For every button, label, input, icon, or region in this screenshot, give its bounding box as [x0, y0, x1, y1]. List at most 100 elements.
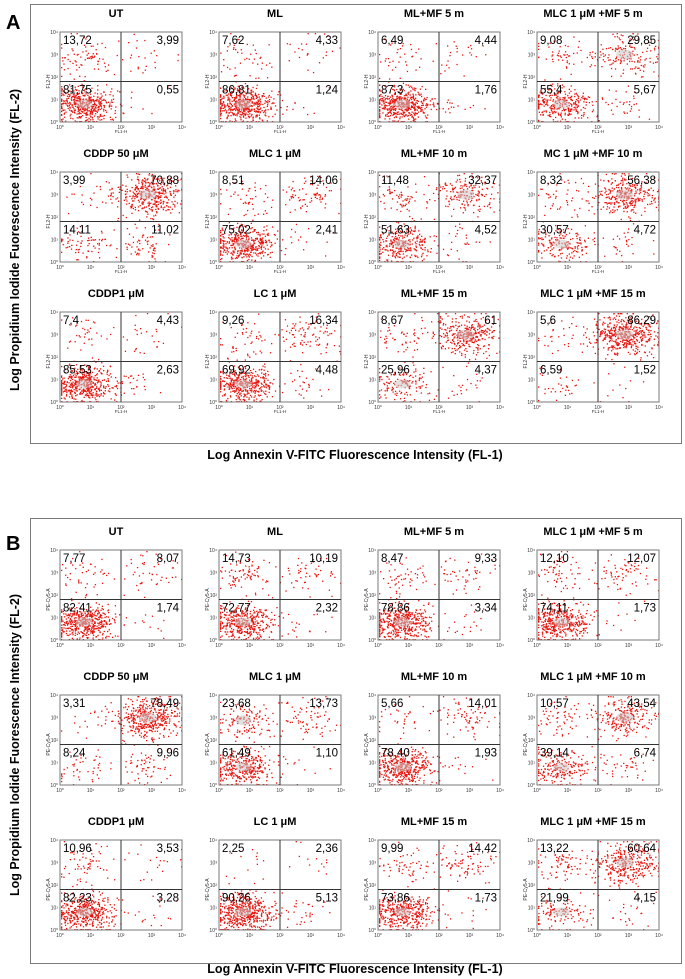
y-tick-label: 10⁴	[527, 170, 535, 176]
x-tick-label: 10⁰	[215, 933, 223, 939]
x-tick-label: 10²	[276, 788, 284, 794]
flow-plot: CDDP1 μM 10⁰ 10⁰ 10¹ 10¹ 10² 10² 10³ 10³ 10⁴ 10⁴ PE…	[40, 816, 192, 941]
x-tick-label: 10⁰	[56, 125, 64, 131]
population-lower-left	[61, 749, 112, 786]
y-tick-label: 10¹	[528, 616, 536, 622]
population-upper-right	[432, 842, 501, 884]
population-lower-right	[437, 354, 483, 403]
y-tick-label: 10⁰	[527, 120, 535, 126]
channel-x-label: FL1-H	[274, 129, 287, 133]
y-tick-label: 10⁴	[368, 170, 376, 176]
x-tick-label: 10⁴	[496, 933, 504, 939]
flow-plot: MLC 1 μM +MF 15 m 10⁰ 10⁰ 10¹ 10¹ 10² 10² 10³ 10…	[517, 288, 669, 413]
x-tick-label: 10²	[435, 788, 443, 794]
y-tick-label: 10¹	[528, 238, 536, 244]
x-tick-label: 10¹	[405, 643, 413, 649]
x-tick-label: 10⁴	[337, 125, 345, 131]
population-lower-left	[220, 352, 284, 403]
y-tick-label: 10³	[369, 716, 377, 722]
event-dots	[220, 33, 341, 123]
quadrant-value-lower-left: 8,24	[63, 748, 86, 760]
plot-title: ML	[267, 8, 283, 20]
quadrant-value-lower-left: 75,02	[222, 225, 251, 237]
population-upper-left	[380, 313, 426, 358]
quadrant-value-lower-right: 3,34	[475, 603, 498, 615]
x-tick-label: 10³	[625, 265, 633, 271]
y-tick-label: 10⁴	[209, 548, 217, 554]
x-tick-label: 10⁴	[337, 405, 345, 411]
quadrant-value-upper-right: 70,88	[150, 175, 179, 187]
x-tick-label: 10⁴	[655, 933, 663, 939]
panel-b-frame	[30, 518, 682, 964]
population-lower-right	[593, 602, 636, 631]
x-tick-label: 10²	[117, 265, 125, 271]
x-tick-label: 10¹	[246, 933, 254, 939]
event-dots	[61, 551, 183, 641]
y-tick-label: 10⁰	[527, 928, 535, 934]
x-tick-label: 10⁴	[496, 405, 504, 411]
event-dots	[379, 553, 501, 641]
y-tick-label: 10²	[210, 883, 218, 889]
population-lower-left	[538, 735, 608, 786]
population-upper-left	[61, 705, 108, 739]
y-tick-label: 10³	[369, 861, 377, 867]
y-tick-label: 10⁴	[368, 310, 376, 316]
quadrant-value-upper-left: 8,51	[222, 175, 244, 187]
population-upper-right	[123, 551, 183, 598]
y-tick-label: 10²	[369, 215, 377, 221]
y-tick-label: 10¹	[51, 761, 59, 767]
y-tick-label: 10²	[528, 355, 536, 361]
quadrant-value-upper-right: 8,07	[157, 553, 179, 565]
x-tick-label: 10¹	[564, 643, 572, 649]
x-tick-label: 10¹	[246, 265, 254, 271]
y-tick-label: 10⁴	[368, 693, 376, 699]
x-tick-label: 10²	[117, 125, 125, 131]
quadrant-value-upper-left: 6,49	[381, 35, 403, 47]
flow-plot: ML+MF 15 m 10⁰ 10⁰ 10¹ 10¹ 10² 10² 10³ 10³ 10⁴ 10⁴…	[358, 816, 510, 941]
plot-title: CDDP 50 μM	[83, 671, 149, 683]
x-tick-label: 10⁴	[337, 265, 345, 271]
channel-x-label: FL1-H	[115, 129, 128, 133]
y-tick-label: 10⁴	[50, 30, 58, 36]
quadrant-value-lower-right: 1,74	[157, 603, 180, 615]
quadrant-value-lower-left: 78,86	[381, 603, 410, 615]
event-dots	[379, 173, 501, 263]
x-tick-label: 10²	[435, 265, 443, 271]
channel-x-label: FL1-H	[115, 409, 128, 413]
channel-y-label: PE-Cy5-A	[364, 733, 370, 756]
y-tick-label: 10²	[528, 215, 536, 221]
plot-title: MLC 1 μM	[249, 671, 301, 683]
x-tick-label: 10²	[594, 265, 602, 271]
y-tick-label: 10¹	[528, 378, 536, 384]
y-tick-label: 10²	[210, 593, 218, 599]
population-lower-right	[134, 614, 165, 639]
population-upper-right	[432, 41, 487, 77]
quadrant-value-upper-left: 7,77	[63, 553, 85, 565]
plot-title: ML+MF 5 m	[403, 8, 465, 20]
panel-b-y-axis-label: Log Propidium Iodide Fuorescence Intensi…	[8, 593, 22, 897]
population-upper-left	[220, 33, 273, 77]
y-tick-label: 10⁴	[209, 693, 217, 699]
x-tick-label: 10³	[625, 643, 633, 649]
x-tick-label: 10³	[148, 125, 156, 131]
channel-y-label: PE-Cy5-A	[523, 878, 529, 901]
x-tick-label: 10¹	[564, 933, 572, 939]
population-lower-left	[379, 77, 451, 123]
x-tick-label: 10³	[148, 265, 156, 271]
population-upper-right	[583, 313, 660, 368]
quadrant-value-lower-right: 1,10	[316, 748, 338, 760]
y-tick-label: 10³	[51, 193, 59, 199]
quadrant-value-lower-right: 2,41	[316, 225, 338, 237]
quadrant-value-lower-right: 1,93	[475, 748, 497, 760]
quadrant-value-lower-left: 14,11	[63, 225, 91, 237]
y-tick-label: 10⁴	[209, 838, 217, 844]
x-tick-label: 10⁴	[496, 125, 504, 131]
quadrant-value-lower-right: 6,74	[634, 748, 657, 760]
x-tick-label: 10²	[594, 125, 602, 131]
y-tick-label: 10¹	[528, 761, 536, 767]
